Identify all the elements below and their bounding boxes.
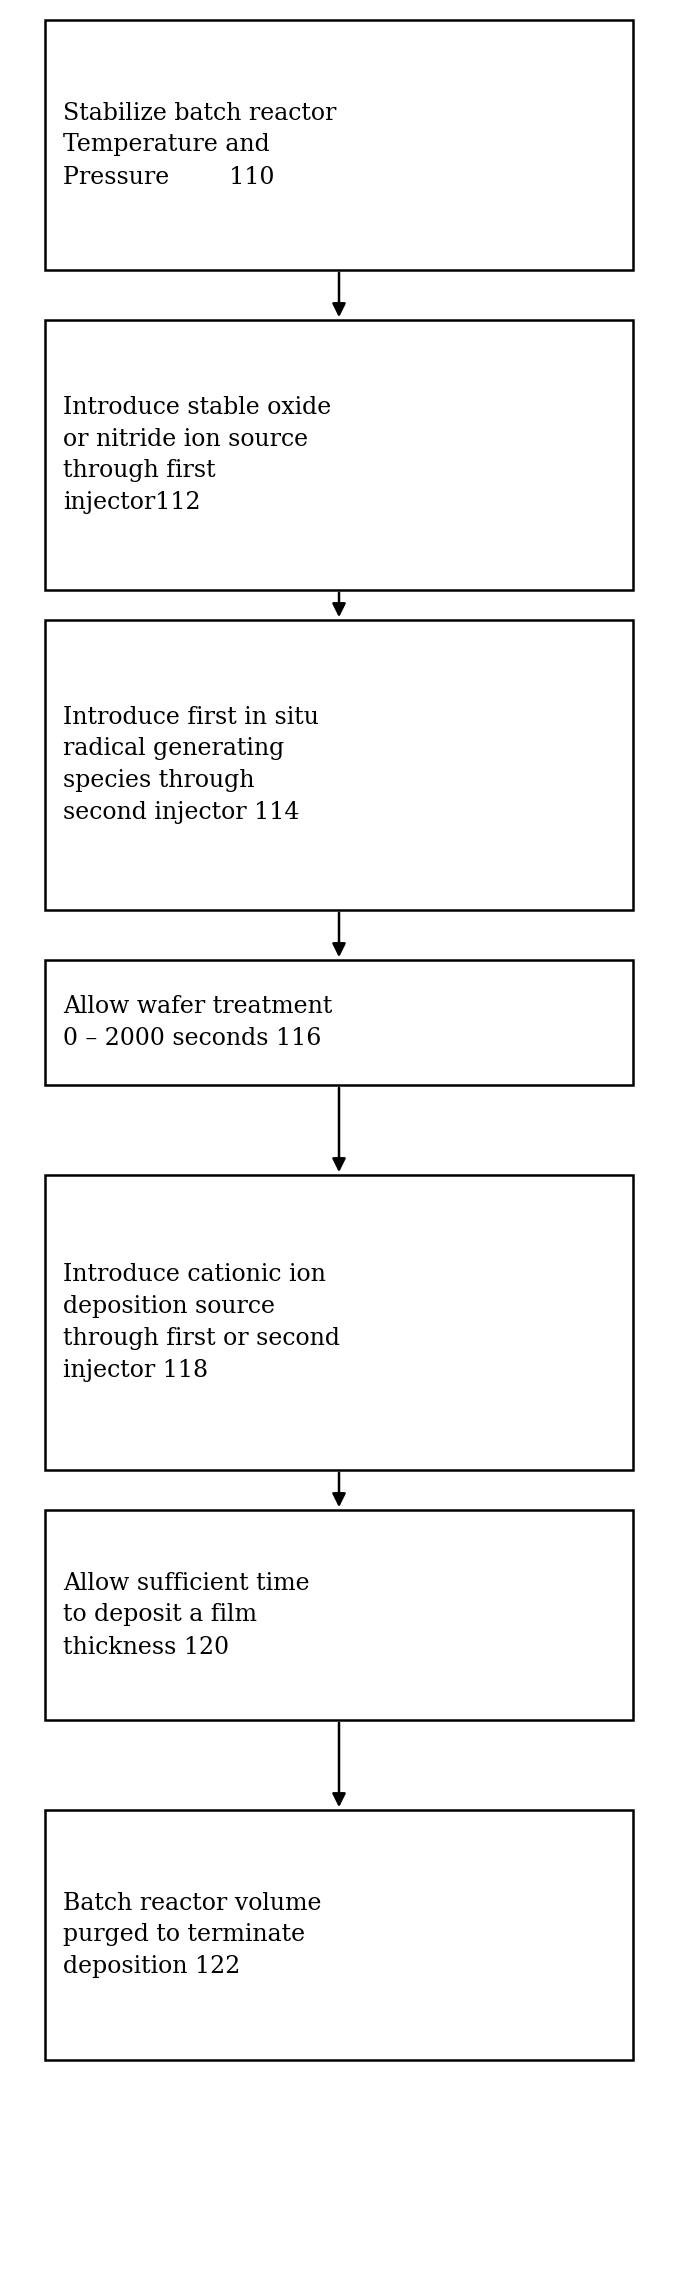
Bar <box>45 21 633 271</box>
Text: Introduce stable oxide
or nitride ion source
through first
injector112: Introduce stable oxide or nitride ion so… <box>63 395 332 514</box>
Text: Allow sufficient time
to deposit a film
thickness 120: Allow sufficient time to deposit a film … <box>63 1571 310 1659</box>
Bar <box>45 319 633 590</box>
Bar <box>45 1810 633 2060</box>
Text: Introduce cationic ion
deposition source
through first or second
injector 118: Introduce cationic ion deposition source… <box>63 1264 340 1381</box>
Text: Stabilize batch reactor
Temperature and
Pressure        110: Stabilize batch reactor Temperature and … <box>63 101 336 188</box>
Text: Introduce first in situ
radical generating
species through
second injector 114: Introduce first in situ radical generati… <box>63 707 319 824</box>
Bar <box>45 959 633 1085</box>
Text: Allow wafer treatment
0 – 2000 seconds 116: Allow wafer treatment 0 – 2000 seconds 1… <box>63 996 332 1051</box>
Bar <box>45 1175 633 1470</box>
Bar <box>45 619 633 911</box>
Bar <box>45 1509 633 1720</box>
Text: Batch reactor volume
purged to terminate
deposition 122: Batch reactor volume purged to terminate… <box>63 1893 321 1977</box>
